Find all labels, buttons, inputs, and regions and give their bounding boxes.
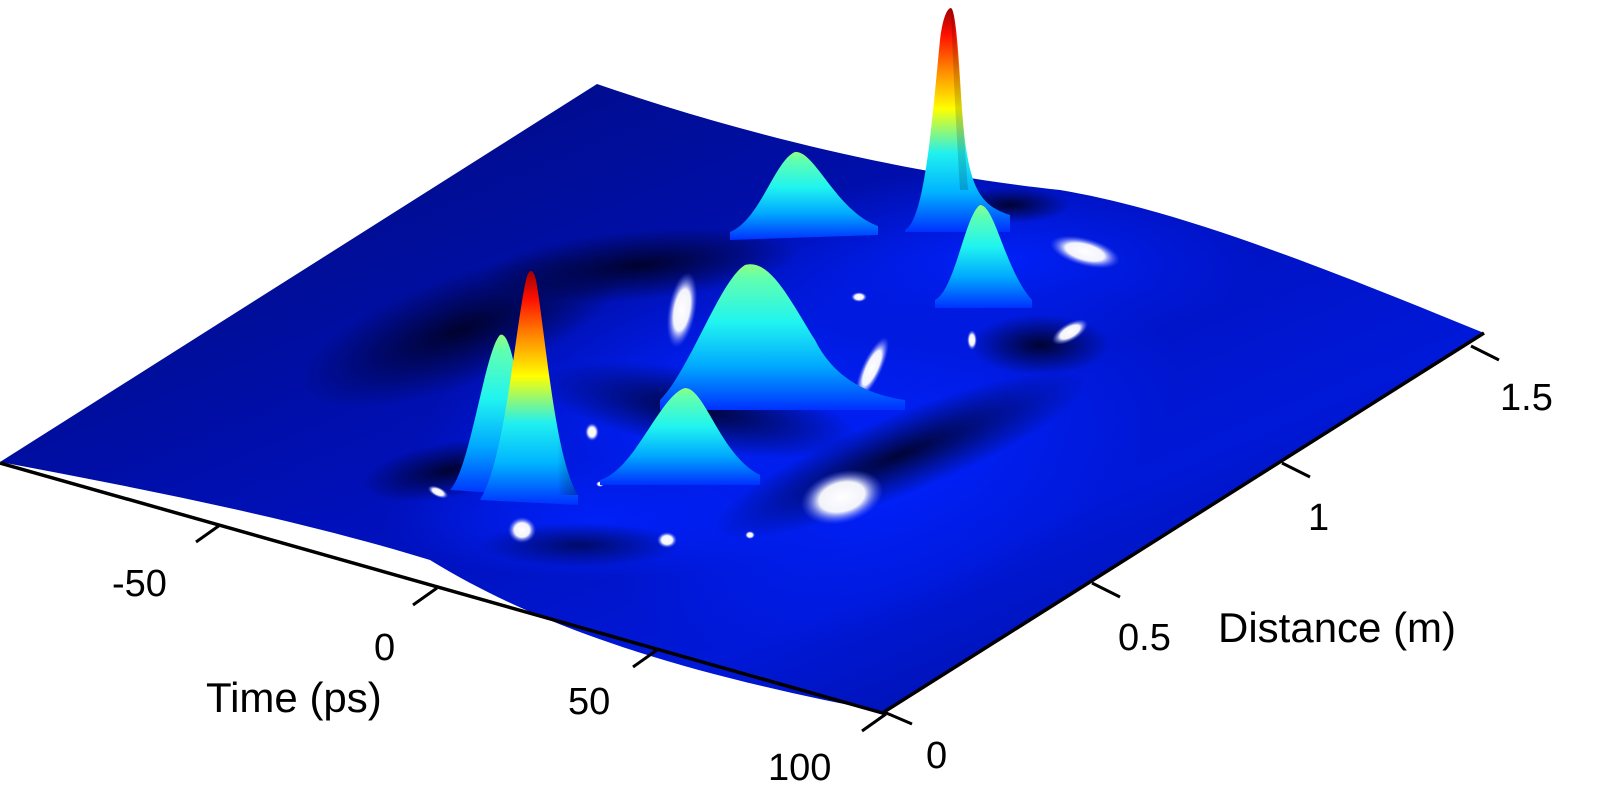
peak-front-middle (600, 388, 760, 485)
peak-back-left (730, 151, 878, 240)
distance-axis: 0 0.5 1 1.5 Distance (m) (883, 331, 1553, 777)
time-axis: -50 0 50 100 Time (ps) (0, 461, 887, 789)
peaks (450, 8, 1032, 505)
time-tick-label: 0 (374, 627, 395, 669)
time-ticks (195, 523, 887, 733)
time-tick-label: 100 (768, 747, 831, 789)
peak-middle (660, 264, 905, 410)
peak-back-right (935, 205, 1032, 308)
distance-tick-label: 1.5 (1500, 377, 1553, 419)
time-tick-label: -50 (112, 563, 167, 605)
distance-ticks (883, 344, 1500, 726)
distance-axis-title: Distance (m) (1218, 604, 1456, 651)
specular-highlights (427, 235, 1120, 548)
peak-back-tall (905, 8, 1010, 232)
distance-tick-label: 0 (926, 735, 947, 777)
time-axis-title: Time (ps) (206, 674, 382, 721)
time-tick-label: 50 (568, 681, 610, 723)
distance-tick-label: 1 (1308, 497, 1329, 539)
distance-tick-label: 0.5 (1118, 617, 1171, 659)
